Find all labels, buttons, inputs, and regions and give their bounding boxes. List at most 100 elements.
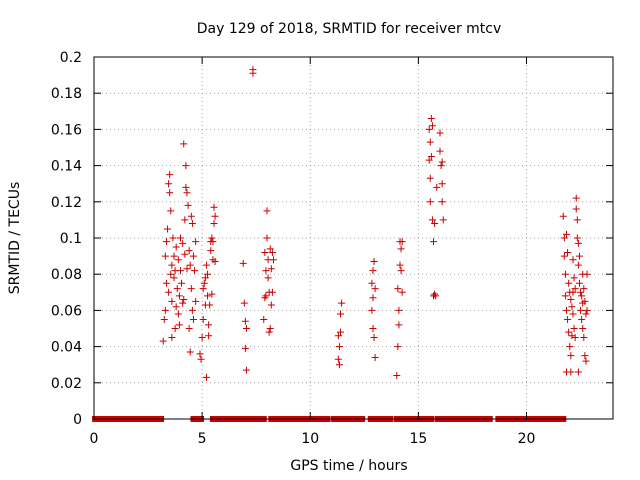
data-point — [569, 256, 577, 264]
data-point — [564, 248, 572, 256]
data-point — [567, 296, 575, 304]
data-point — [174, 256, 182, 264]
data-point — [183, 189, 191, 197]
data-point — [397, 267, 405, 275]
data-point — [579, 270, 587, 278]
data-point — [208, 234, 216, 242]
data-point — [560, 252, 568, 260]
data-point — [575, 279, 583, 287]
data-point — [265, 328, 273, 336]
data-point — [578, 315, 586, 323]
data-point — [572, 194, 580, 202]
data-point — [438, 180, 446, 188]
data-point — [186, 261, 194, 269]
data-point — [168, 334, 176, 342]
data-point — [574, 239, 582, 247]
data-point — [240, 299, 248, 307]
data-point — [208, 290, 216, 298]
data-point — [210, 220, 218, 228]
y-tick-label: 0.02 — [51, 376, 82, 392]
data-point — [577, 288, 585, 296]
x-axis-label: GPS time / hours — [290, 458, 407, 474]
data-point — [182, 162, 190, 170]
data-point — [168, 261, 176, 269]
data-point — [189, 315, 197, 323]
data-point — [338, 299, 346, 307]
data-point — [426, 138, 434, 146]
y-axis-label: SRMTID / TECUs — [7, 182, 23, 295]
data-point — [570, 274, 578, 282]
data-point — [182, 183, 190, 191]
data-point — [394, 285, 402, 293]
data-point — [181, 250, 189, 258]
data-point — [335, 343, 343, 351]
data-point — [170, 274, 178, 282]
data-point — [173, 285, 181, 293]
data-point — [432, 292, 440, 300]
data-point — [262, 267, 270, 275]
data-point — [393, 372, 401, 380]
data-point — [206, 301, 214, 309]
data-point — [204, 292, 212, 300]
data-point — [239, 259, 247, 267]
data-point — [398, 288, 406, 296]
data-points — [159, 66, 591, 381]
data-point — [267, 265, 275, 273]
y-tick-label: 0 — [73, 412, 82, 428]
data-point — [199, 315, 207, 323]
data-point — [161, 306, 169, 314]
data-point — [582, 357, 590, 365]
data-point — [269, 256, 277, 264]
data-point — [334, 355, 342, 363]
data-point — [268, 288, 276, 296]
data-point — [192, 297, 200, 305]
data-point — [166, 189, 174, 197]
data-point — [430, 238, 438, 246]
data-point — [266, 325, 274, 332]
data-point — [207, 247, 215, 255]
data-point — [565, 279, 573, 287]
data-point — [166, 171, 174, 179]
x-tick-label: 15 — [409, 431, 427, 447]
data-point — [368, 279, 376, 287]
data-point — [566, 343, 574, 351]
y-tick-label: 0.12 — [51, 195, 82, 211]
data-point — [572, 205, 580, 213]
data-point — [580, 285, 588, 293]
data-point — [263, 234, 271, 242]
data-point — [241, 317, 249, 325]
data-point — [172, 303, 180, 311]
data-point — [180, 296, 188, 304]
y-tick-label: 0.08 — [51, 267, 82, 283]
data-point — [187, 285, 195, 293]
data-point — [567, 352, 575, 360]
data-point — [188, 306, 196, 314]
data-point — [188, 220, 196, 228]
data-point — [164, 225, 172, 233]
data-point — [573, 234, 581, 242]
data-point — [580, 334, 588, 342]
data-point — [369, 267, 377, 275]
data-point — [185, 325, 193, 332]
x-tick-label: 20 — [518, 431, 536, 447]
data-point — [168, 297, 176, 305]
data-point — [205, 321, 213, 329]
data-point — [264, 274, 272, 282]
data-point — [560, 234, 568, 242]
data-point — [179, 299, 187, 307]
grid-lines — [94, 57, 613, 419]
y-tick-label: 0.2 — [60, 50, 82, 66]
data-point — [397, 245, 405, 253]
data-point — [189, 252, 197, 260]
data-point — [180, 140, 188, 148]
data-point — [266, 245, 274, 253]
data-point — [261, 294, 269, 302]
data-point — [563, 306, 571, 314]
data-point — [184, 201, 192, 209]
data-point — [174, 310, 182, 318]
data-point — [371, 285, 379, 293]
data-point — [567, 368, 575, 376]
data-point — [431, 290, 439, 298]
data-point — [425, 156, 433, 164]
data-point — [177, 234, 184, 242]
